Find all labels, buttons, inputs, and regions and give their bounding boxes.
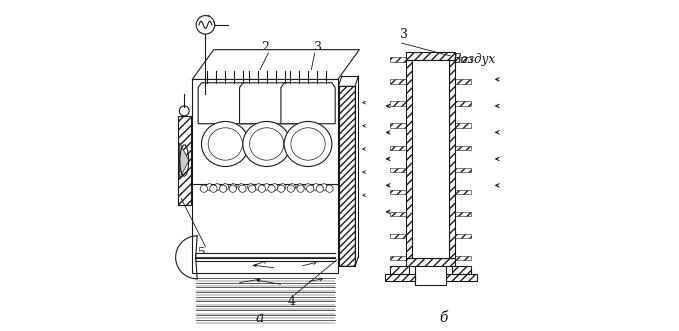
Circle shape (258, 185, 265, 192)
Circle shape (316, 185, 323, 192)
Text: б: б (439, 311, 448, 325)
Bar (415, 266, 446, 285)
Circle shape (222, 184, 229, 190)
Circle shape (289, 184, 295, 190)
Ellipse shape (291, 128, 325, 160)
Circle shape (200, 185, 207, 192)
Circle shape (313, 184, 319, 190)
Circle shape (297, 185, 304, 192)
Circle shape (219, 185, 227, 192)
Bar (455, 123, 471, 128)
Text: a: a (256, 311, 264, 325)
Circle shape (238, 184, 244, 190)
Bar (390, 256, 406, 260)
Ellipse shape (285, 121, 332, 166)
Bar (455, 167, 471, 172)
Circle shape (247, 184, 254, 190)
Bar (455, 256, 471, 260)
Bar (455, 190, 471, 194)
Polygon shape (180, 143, 189, 178)
Polygon shape (198, 83, 253, 124)
Bar (452, 266, 471, 274)
Text: 2: 2 (261, 41, 269, 55)
Bar (455, 57, 471, 62)
Bar (449, 60, 455, 258)
Bar (455, 212, 471, 216)
Ellipse shape (249, 128, 284, 160)
Circle shape (305, 184, 312, 190)
Bar (412, 60, 449, 258)
Circle shape (239, 185, 246, 192)
Text: 1: 1 (205, 15, 213, 28)
Text: Воздух: Воздух (452, 53, 495, 66)
Bar (390, 167, 406, 172)
Circle shape (206, 184, 213, 190)
Circle shape (320, 184, 327, 190)
Circle shape (278, 185, 285, 192)
Circle shape (196, 16, 215, 34)
Bar (390, 57, 406, 62)
Bar (192, 79, 338, 273)
Ellipse shape (202, 121, 249, 166)
Bar (455, 234, 471, 238)
Text: 3: 3 (314, 41, 322, 55)
Bar (390, 266, 409, 274)
Circle shape (268, 185, 275, 192)
Circle shape (297, 184, 304, 190)
Polygon shape (192, 50, 359, 79)
Circle shape (307, 185, 314, 192)
Circle shape (214, 184, 221, 190)
Text: 5: 5 (198, 247, 206, 260)
Bar (455, 101, 471, 106)
Polygon shape (281, 83, 335, 124)
Bar (390, 190, 406, 194)
Circle shape (230, 185, 236, 192)
Bar (178, 116, 191, 205)
Polygon shape (339, 86, 355, 266)
Bar (406, 52, 455, 60)
Circle shape (255, 184, 262, 190)
Bar (406, 258, 455, 266)
Ellipse shape (243, 121, 291, 166)
Ellipse shape (208, 128, 242, 160)
Circle shape (263, 184, 270, 190)
Circle shape (230, 184, 236, 190)
Bar (390, 79, 406, 84)
Bar (455, 146, 471, 150)
Bar (406, 60, 412, 258)
Circle shape (326, 185, 333, 192)
Bar (390, 101, 406, 106)
Circle shape (287, 185, 295, 192)
Polygon shape (240, 83, 294, 124)
Bar (339, 86, 355, 266)
Bar (390, 123, 406, 128)
Bar (390, 212, 406, 216)
Circle shape (272, 184, 278, 190)
Bar (390, 234, 406, 238)
Text: 3: 3 (400, 28, 408, 41)
Circle shape (210, 185, 217, 192)
Circle shape (279, 184, 286, 190)
Bar (455, 79, 471, 84)
Text: 4: 4 (287, 295, 295, 308)
Bar (390, 146, 406, 150)
Circle shape (249, 185, 256, 192)
